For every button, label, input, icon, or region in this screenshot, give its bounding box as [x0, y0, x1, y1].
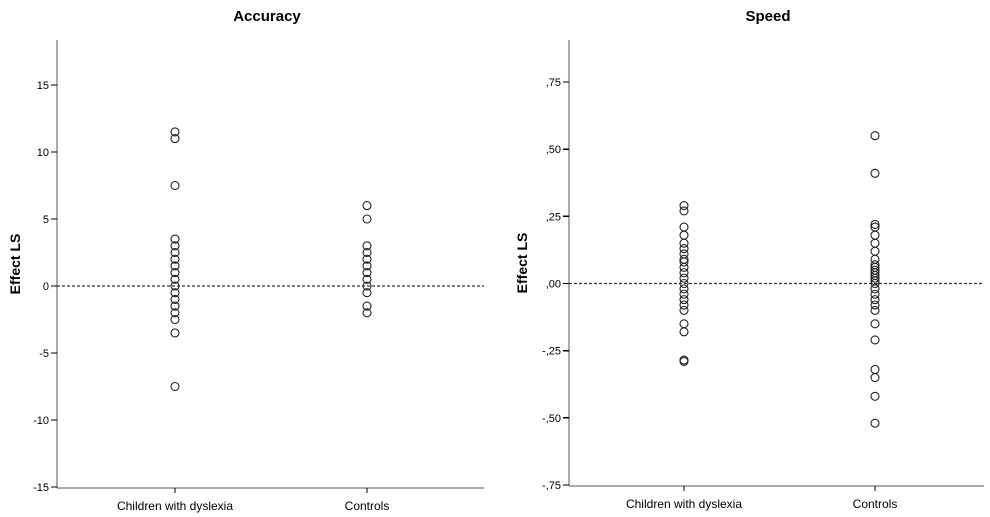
- data-point: [679, 300, 689, 310]
- data-point: [170, 274, 180, 284]
- data-point: [170, 381, 180, 392]
- y-tick-label: 10: [37, 147, 49, 159]
- data-point: [170, 294, 180, 304]
- data-point: [362, 274, 372, 284]
- data-point: [170, 134, 180, 144]
- data-point: [679, 201, 689, 211]
- data-point: [870, 168, 880, 178]
- x-tick-label: Controls: [853, 497, 898, 511]
- data-point: [870, 335, 880, 345]
- data-point: [170, 234, 180, 244]
- data-point: [679, 244, 689, 254]
- chart-panel-0: Accuracy Effect LS 15 10 5 0 -5 -10 -15 Children …: [7, 8, 484, 513]
- data-point: [170, 301, 180, 311]
- y-tick-label: ,50: [546, 144, 561, 156]
- data-point: [870, 295, 880, 305]
- y-tick-label: 15: [37, 80, 49, 92]
- data-point: [679, 238, 689, 248]
- data-point: [870, 418, 880, 428]
- y-tick-label: -10: [33, 415, 49, 427]
- data-point: [362, 254, 372, 264]
- y-tick-label: -15: [33, 482, 49, 494]
- y-axis-label: Effect LS: [514, 233, 530, 294]
- data-point: [870, 305, 880, 315]
- data-point: [362, 214, 372, 224]
- data-point: [870, 131, 880, 141]
- data-point: [679, 257, 689, 267]
- y-tick-label: -,50: [542, 413, 561, 425]
- data-point: [362, 201, 372, 211]
- data-point: [679, 289, 689, 299]
- data-point: [170, 281, 180, 291]
- data-point: [362, 268, 372, 278]
- data-point: [870, 364, 880, 375]
- data-point: [679, 305, 689, 315]
- data-point: [170, 268, 180, 278]
- data-point: [362, 288, 372, 298]
- data-point: [362, 241, 372, 251]
- data-point: [170, 328, 180, 338]
- data-point: [679, 273, 689, 283]
- data-point: [170, 288, 180, 298]
- data-point: [679, 268, 689, 278]
- y-tick-label: ,00: [546, 279, 561, 291]
- chart-title: Accuracy: [233, 8, 301, 25]
- data-point: [870, 289, 880, 299]
- data-point: [170, 314, 180, 325]
- y-tick-label: -,75: [542, 480, 561, 492]
- chart-title: Speed: [745, 8, 790, 25]
- y-tick-label: 5: [43, 214, 49, 226]
- data-point: [362, 308, 372, 318]
- data-point: [170, 247, 180, 258]
- data-point: [870, 391, 880, 401]
- y-tick-label: 0: [43, 281, 49, 293]
- data-point: [679, 327, 689, 337]
- data-point: [679, 356, 689, 366]
- data-point: [679, 319, 689, 329]
- data-point: [362, 261, 372, 271]
- data-point: [170, 308, 180, 318]
- data-point: [362, 247, 372, 258]
- data-point: [170, 180, 180, 191]
- data-point: [870, 230, 880, 240]
- data-point: [679, 284, 689, 294]
- y-axis-label: Effect LS: [7, 234, 23, 295]
- chart-panel-1: Speed Effect LS ,75 ,50 ,25 ,00 -,25 -,50 -,75 Ch…: [514, 8, 984, 511]
- data-point: [870, 246, 880, 256]
- data-point: [170, 241, 180, 251]
- data-point: [870, 372, 880, 383]
- y-tick-label: -5: [39, 348, 49, 360]
- y-tick-label: -,25: [542, 346, 561, 358]
- data-point: [870, 219, 880, 229]
- data-point: [679, 206, 689, 216]
- y-tick-label: ,25: [546, 211, 561, 223]
- data-point: [870, 284, 880, 294]
- data-point: [870, 319, 880, 329]
- data-point: [170, 261, 180, 271]
- data-point: [870, 300, 880, 310]
- data-point: [362, 281, 372, 291]
- data-point: [679, 295, 689, 305]
- x-tick-label: Controls: [345, 499, 390, 513]
- data-point: [170, 254, 180, 264]
- y-tick-label: ,75: [546, 77, 561, 89]
- x-tick-label: Children with dyslexia: [117, 499, 233, 513]
- data-point: [870, 278, 880, 289]
- x-tick-label: Children with dyslexia: [626, 497, 742, 511]
- data-point: [362, 301, 372, 311]
- data-point: [679, 262, 689, 272]
- data-point: [679, 222, 689, 232]
- data-point: [679, 278, 689, 289]
- data-point: [870, 238, 880, 248]
- data-point: [679, 230, 689, 240]
- data-point: [870, 273, 880, 283]
- data-point: [170, 127, 180, 137]
